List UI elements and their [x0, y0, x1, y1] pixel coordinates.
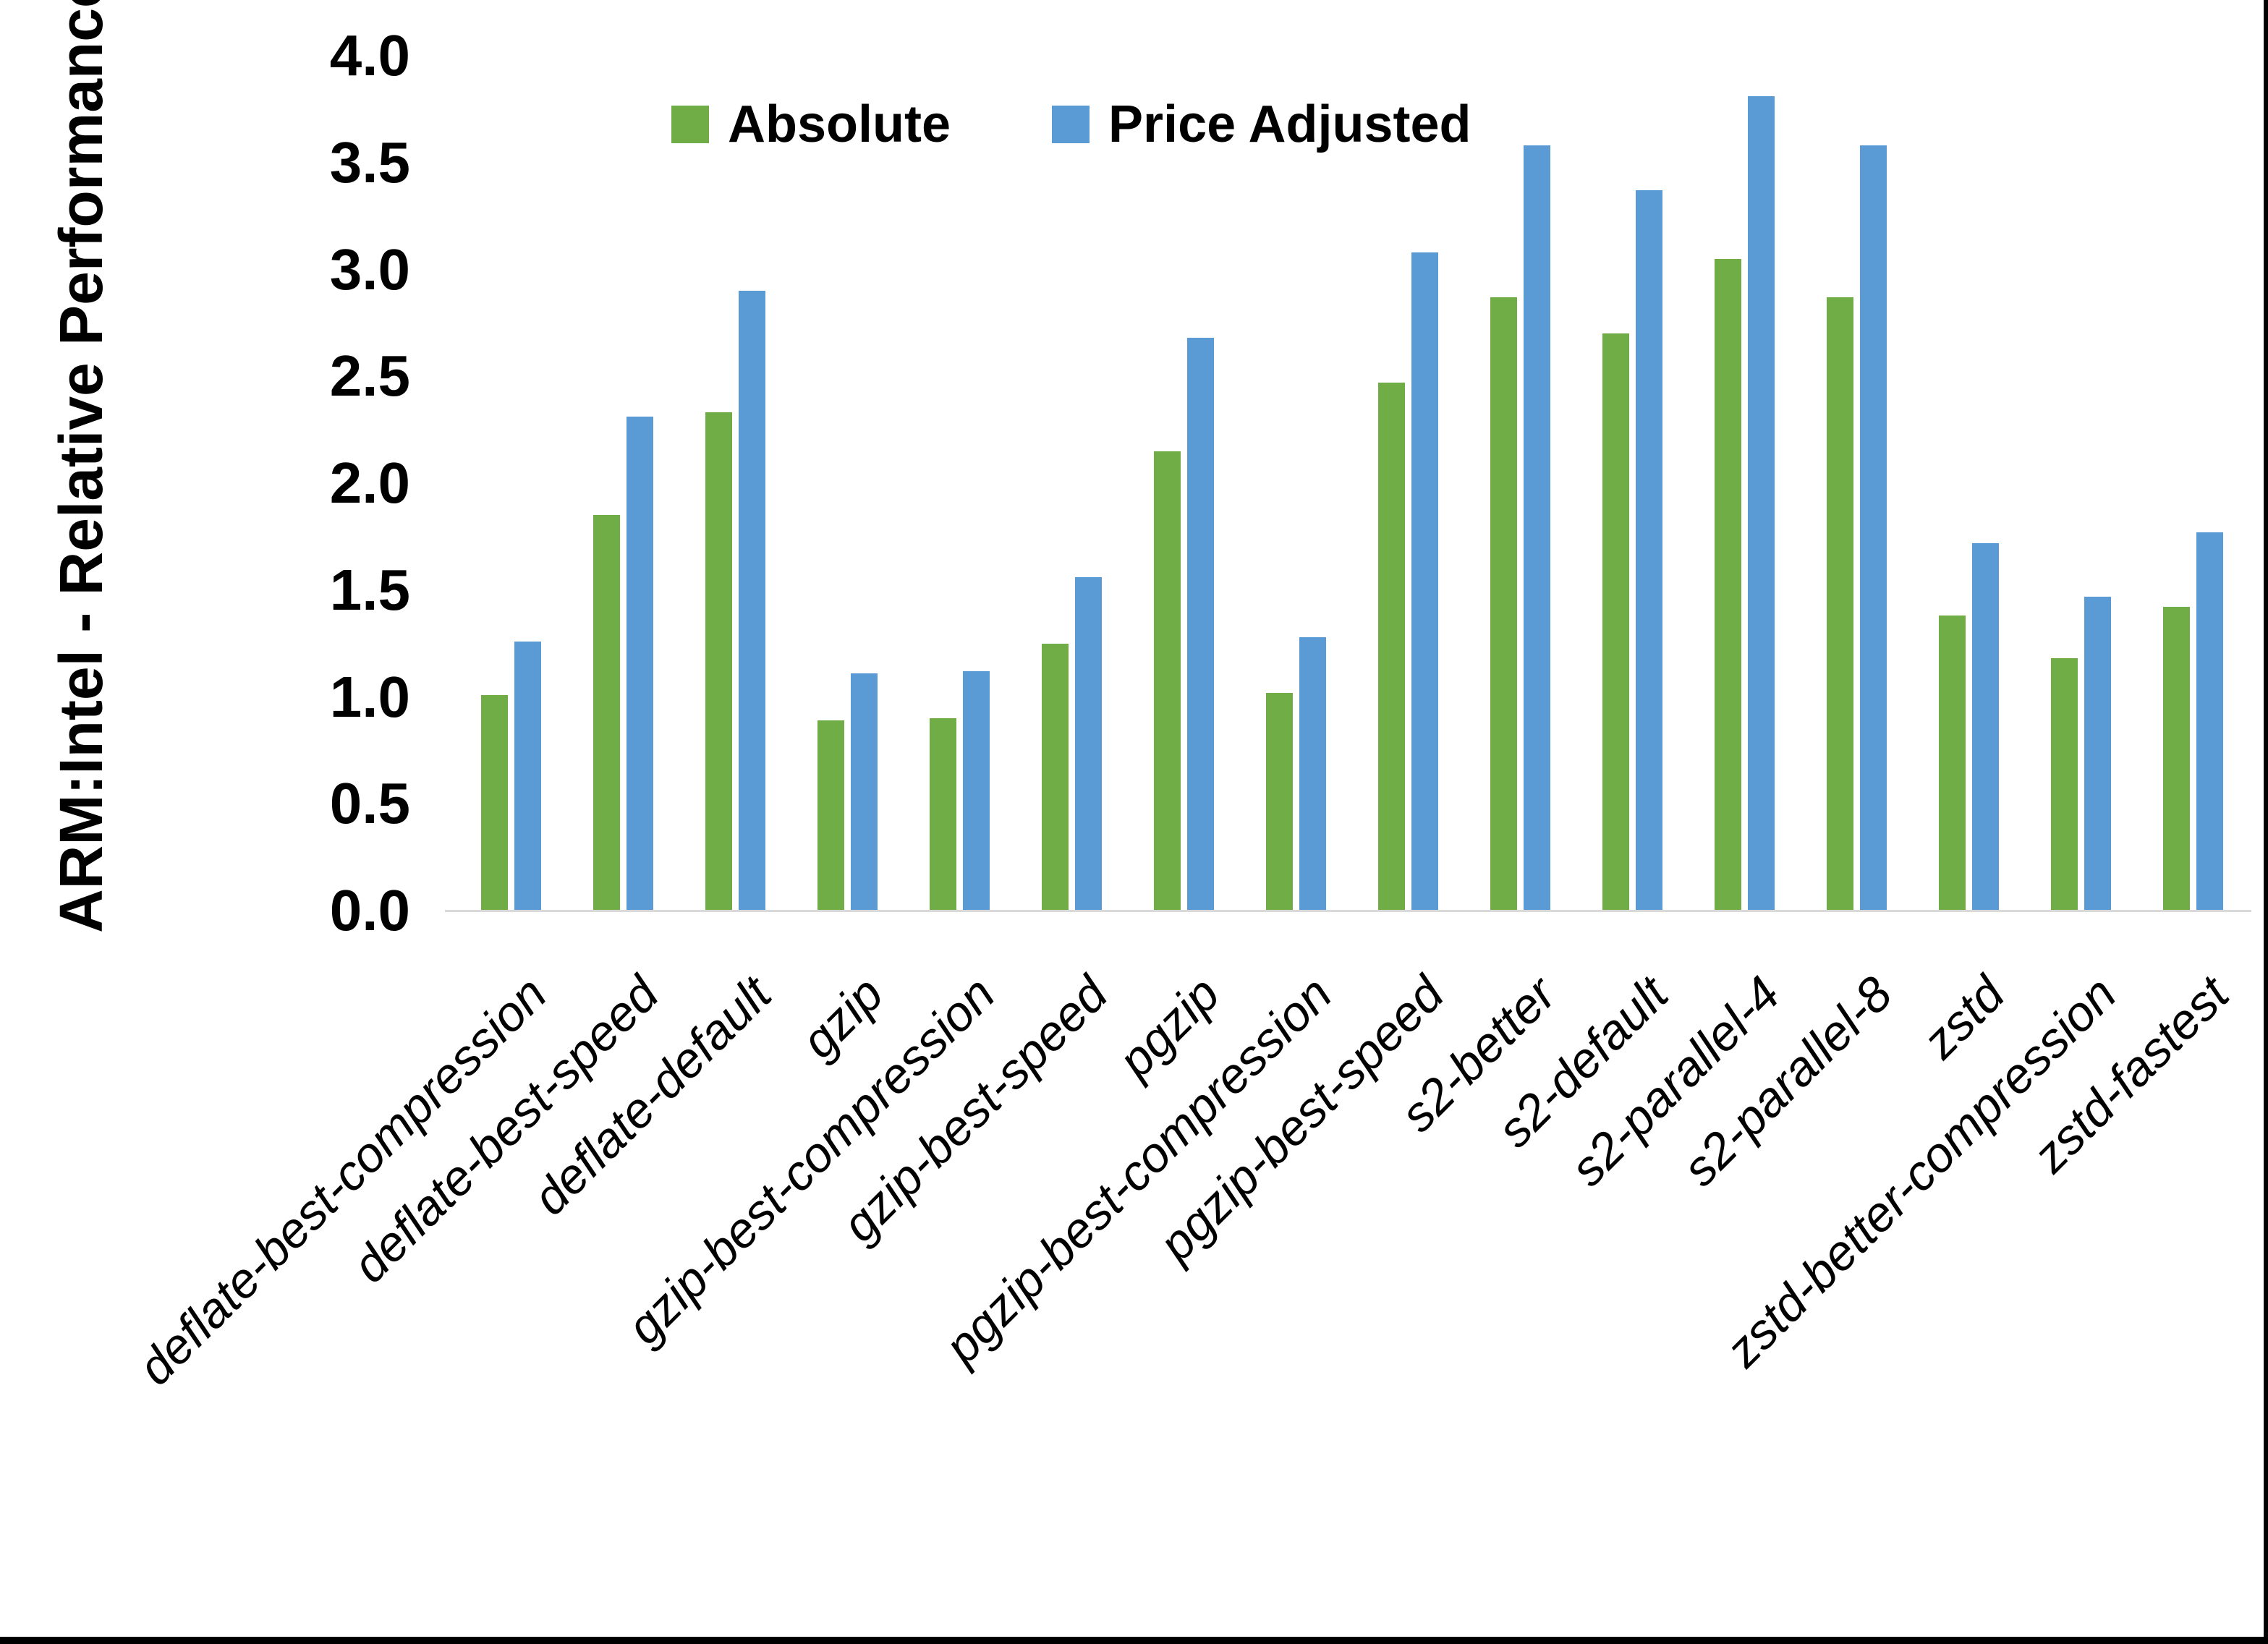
bar-price-adjusted-zstd-fastest [2196, 532, 2223, 911]
bar-price-adjusted-deflate-default [739, 291, 765, 911]
bar-absolute-gzip [817, 720, 844, 911]
bar-price-adjusted-pgzip [1187, 338, 1214, 911]
bar-absolute-pgzip-best-compression [1266, 692, 1293, 911]
bar-price-adjusted-gzip [851, 673, 878, 911]
bar-price-adjusted-s2-default [1636, 190, 1662, 911]
x-axis-line [445, 910, 2251, 912]
y-tick-label: 0.0 [329, 878, 410, 942]
bar-absolute-zstd-better-compression [2051, 658, 2078, 911]
bar-absolute-s2-parallel-4 [1715, 258, 1741, 911]
legend-label: Price Adjusted [1108, 95, 1471, 153]
legend: Absolute Price Adjusted [671, 98, 1471, 150]
x-tick-label-zstd: zstd [1912, 966, 2016, 1069]
bar-price-adjusted-s2-parallel-4 [1748, 96, 1775, 911]
page-border-bottom [0, 1637, 2268, 1644]
legend-item-absolute: Absolute [671, 98, 951, 150]
bar-absolute-s2-parallel-8 [1827, 297, 1853, 911]
bar-price-adjusted-pgzip-best-compression [1299, 636, 1326, 911]
legend-swatch-icon [671, 106, 709, 143]
bar-absolute-deflate-default [705, 412, 732, 911]
y-axis-title: ARM:Intel - Relative Performance [47, 0, 115, 933]
y-tick-label: 3.5 [329, 129, 410, 195]
bar-absolute-s2-default [1602, 333, 1629, 911]
bar-absolute-deflate-best-speed [593, 515, 620, 911]
bar-absolute-gzip-best-compression [930, 718, 956, 911]
bar-absolute-pgzip [1154, 451, 1181, 911]
bar-price-adjusted-gzip-best-compression [963, 671, 990, 911]
bar-absolute-pgzip-best-speed [1378, 383, 1405, 911]
bar-absolute-zstd-fastest [2163, 607, 2190, 911]
y-tick-label: 1.5 [329, 557, 410, 622]
legend-label: Absolute [728, 95, 951, 153]
bar-absolute-deflate-best-compression [481, 694, 508, 911]
bar-price-adjusted-gzip-best-speed [1075, 577, 1102, 911]
bar-absolute-zstd [1939, 616, 1966, 911]
bar-price-adjusted-s2-parallel-8 [1860, 145, 1887, 911]
bar-price-adjusted-pgzip-best-speed [1411, 252, 1438, 911]
legend-swatch-icon [1052, 106, 1090, 143]
bar-price-adjusted-deflate-best-speed [627, 417, 653, 911]
y-tick-label: 0.5 [329, 771, 410, 836]
y-tick-label: 2.0 [329, 451, 410, 515]
bar-absolute-gzip-best-speed [1042, 643, 1069, 911]
legend-item-price-adjusted: Price Adjusted [1052, 98, 1471, 150]
bar-price-adjusted-zstd-better-compression [2084, 596, 2111, 911]
y-tick-label: 3.0 [329, 237, 410, 302]
page-border-right [2264, 0, 2268, 1644]
x-tick-label-gzip: gzip [791, 966, 894, 1069]
bar-absolute-s2-better [1490, 297, 1517, 911]
y-tick-label: 4.0 [329, 23, 410, 88]
y-tick-label: 1.0 [329, 664, 410, 729]
bar-price-adjusted-deflate-best-compression [514, 641, 541, 911]
y-tick-label: 2.5 [329, 344, 410, 409]
bar-price-adjusted-s2-better [1524, 145, 1550, 911]
bar-price-adjusted-zstd [1972, 542, 1999, 911]
